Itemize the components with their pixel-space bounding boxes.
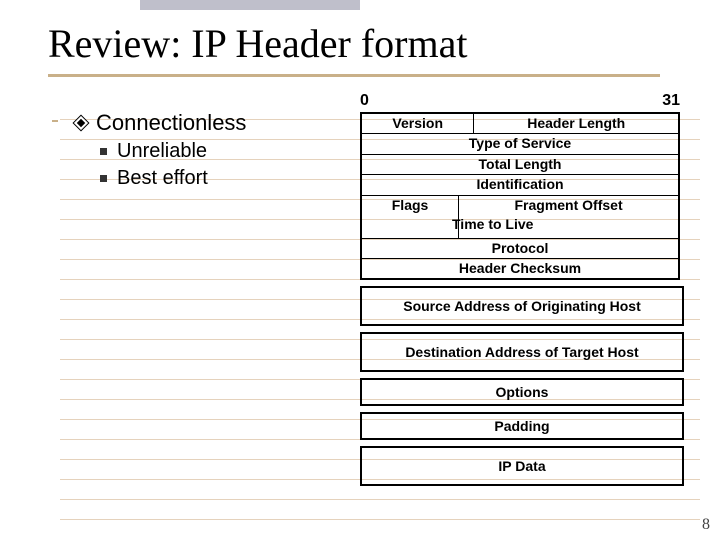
table-row: Type of Service (362, 134, 678, 154)
bullet-l1-text: Connectionless (96, 110, 246, 136)
cell-source-address: Source Address of Originating Host (360, 286, 684, 326)
bit-labels-row: 0 31 (360, 92, 680, 112)
bullet-l2a-text: Unreliable (117, 140, 207, 163)
cell-total-length: Total Length (362, 155, 678, 174)
cell-fragment-offset-text: Fragment Offset (514, 197, 622, 213)
table-row: Version Header Length (362, 114, 678, 134)
cell-ip-data: IP Data (360, 446, 684, 486)
cell-protocol: Protocol (362, 239, 678, 258)
cell-version: Version (362, 114, 474, 133)
slide: Review: IP Header format Connectionless … (0, 0, 720, 540)
cell-flags: Flags (362, 196, 459, 238)
bullet-l2-row: Best effort (100, 167, 336, 190)
bullet-l1-row: Connectionless (76, 110, 336, 136)
cell-header-length: Header Length (474, 114, 678, 133)
cell-identification: Identification (362, 175, 678, 194)
cell-header-checksum: Header Checksum (362, 259, 678, 278)
title-underline (48, 74, 660, 77)
bullet-l2-row: Unreliable (100, 140, 336, 163)
cell-tos: Type of Service (362, 134, 678, 153)
table-row: Protocol (362, 239, 678, 259)
page-number: 8 (702, 516, 710, 534)
bit-label-31: 31 (662, 92, 680, 110)
cell-options: Options (360, 378, 684, 406)
table-row: Header Checksum (362, 259, 678, 278)
ip-header-extra-rows: Source Address of Originating Host Desti… (360, 286, 680, 486)
cell-padding: Padding (360, 412, 684, 440)
page-title: Review: IP Header format (48, 20, 467, 67)
side-tick (52, 120, 58, 122)
bullet-list: Connectionless Unreliable Best effort (76, 110, 336, 194)
bit-label-0: 0 (360, 92, 369, 110)
diamond-bullet-icon (74, 116, 88, 130)
square-bullet-icon (100, 148, 107, 155)
overlay-time-to-live: Time to Live (452, 216, 533, 232)
cell-dest-address: Destination Address of Target Host (360, 332, 684, 372)
top-accent-bar (140, 0, 360, 10)
ip-header-table: Version Header Length Type of Service To… (360, 112, 680, 280)
table-row: Total Length (362, 155, 678, 175)
square-bullet-icon (100, 175, 107, 182)
table-row: Identification (362, 175, 678, 195)
bullet-l2b-text: Best effort (117, 167, 208, 190)
table-row: Flags Fragment Offset Time to Live (362, 196, 678, 239)
ip-header-diagram: 0 31 Version Header Length Type of Servi… (360, 92, 680, 486)
